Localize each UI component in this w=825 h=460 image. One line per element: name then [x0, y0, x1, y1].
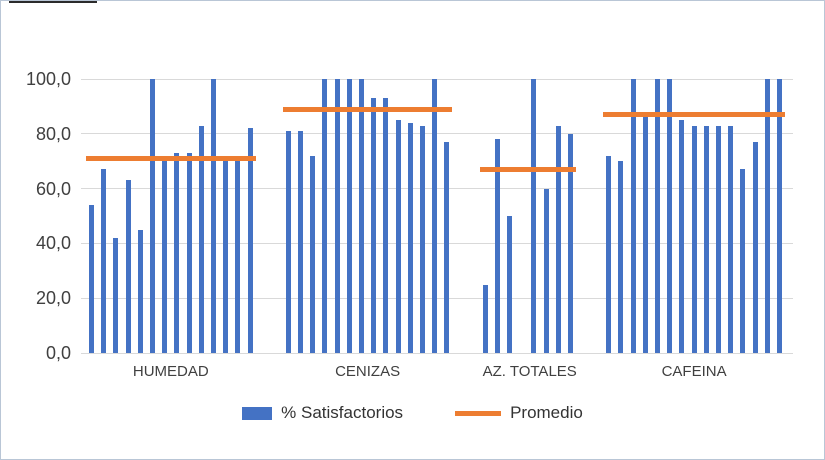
bar-humedad[interactable] [89, 205, 94, 353]
y-axis-tick-label: 80,0 [35, 123, 71, 144]
bar-humedad[interactable] [223, 161, 229, 353]
bar-cenizas[interactable] [322, 79, 328, 353]
y-axis-tick-label: 20,0 [35, 288, 71, 309]
bar-humedad[interactable] [113, 237, 119, 353]
promedio-line-humedad[interactable] [86, 155, 256, 161]
promedio-line-cafeina[interactable] [603, 112, 785, 118]
y-axis-tick-label: 100,0 [25, 69, 71, 89]
bar-cenizas[interactable] [285, 131, 291, 353]
bar-cafeina[interactable] [691, 125, 697, 353]
bar-humedad[interactable] [174, 152, 180, 353]
bar-cafeina[interactable] [630, 79, 636, 353]
bar-humedad[interactable] [137, 229, 143, 353]
bar-cenizas[interactable] [334, 79, 340, 353]
legend-line-label: Promedio [510, 403, 583, 422]
bar-cafeina[interactable] [716, 125, 721, 353]
legend-line-swatch [455, 410, 502, 416]
bar-az-totales[interactable] [507, 216, 512, 353]
bar-cafeina[interactable] [655, 79, 660, 353]
x-axis-category-label-cafeina: CAFEINA [661, 363, 727, 380]
bar-az-totales[interactable] [531, 79, 537, 353]
y-axis-tick-label: 40,0 [35, 233, 71, 254]
bar-cenizas[interactable] [420, 125, 425, 353]
bar-cenizas[interactable] [298, 131, 303, 353]
x-axis-category-label-cenizas: CENIZAS [335, 363, 401, 380]
legend-bars-label: % Satisfactorios [281, 403, 404, 422]
plot-area [81, 78, 793, 354]
bar-cafeina[interactable] [752, 142, 758, 353]
bar-az-totales[interactable] [482, 284, 488, 353]
bar-humedad[interactable] [101, 169, 107, 353]
legend: % Satisfactorios Promedio [1, 399, 824, 427]
bar-cenizas[interactable] [359, 79, 364, 353]
bar-humedad[interactable] [247, 128, 253, 353]
bar-humedad[interactable] [162, 155, 168, 353]
bar-cafeina[interactable] [679, 120, 685, 353]
bar-humedad[interactable] [235, 158, 241, 353]
bar-cenizas[interactable] [383, 98, 389, 353]
bar-az-totales[interactable] [568, 133, 573, 353]
bar-az-totales[interactable] [543, 188, 549, 353]
bar-humedad[interactable] [211, 79, 216, 353]
promedio-line-az-totales[interactable] [479, 166, 576, 172]
bar-cenizas[interactable] [371, 98, 377, 353]
bar-cafeina[interactable] [667, 79, 673, 353]
bar-az-totales[interactable] [494, 139, 500, 353]
bar-az-totales[interactable] [555, 125, 561, 353]
promedio-line-cenizas[interactable] [282, 106, 453, 112]
legend-bar-swatch [242, 406, 273, 420]
cell-border-fragment [9, 1, 97, 3]
x-axis-category-label-az-totales: AZ. TOTALES [482, 363, 577, 380]
bar-cenizas[interactable] [407, 122, 413, 353]
gridline-0 [81, 352, 793, 354]
bar-cenizas[interactable] [444, 142, 450, 353]
bar-cafeina[interactable] [703, 125, 709, 353]
bar-cafeina[interactable] [764, 79, 770, 353]
bar-cenizas[interactable] [310, 155, 316, 353]
bar-humedad[interactable] [186, 152, 192, 353]
bar-humedad[interactable] [150, 79, 155, 353]
bar-cafeina[interactable] [777, 79, 782, 353]
bar-cafeina[interactable] [618, 161, 624, 353]
bar-cenizas[interactable] [432, 79, 438, 353]
bar-humedad[interactable] [125, 180, 131, 353]
bar-cafeina[interactable] [728, 125, 734, 353]
bar-cafeina[interactable] [740, 169, 746, 353]
bar-cafeina[interactable] [642, 117, 648, 353]
bar-cenizas[interactable] [346, 79, 352, 353]
bar-humedad[interactable] [198, 125, 204, 353]
bar-cenizas[interactable] [395, 120, 401, 353]
y-axis-tick-label: 60,0 [35, 178, 71, 199]
x-axis-category-label-humedad: HUMEDAD [132, 363, 209, 380]
bar-cafeina[interactable] [606, 155, 612, 353]
y-axis-tick-label: 0,0 [45, 343, 71, 363]
